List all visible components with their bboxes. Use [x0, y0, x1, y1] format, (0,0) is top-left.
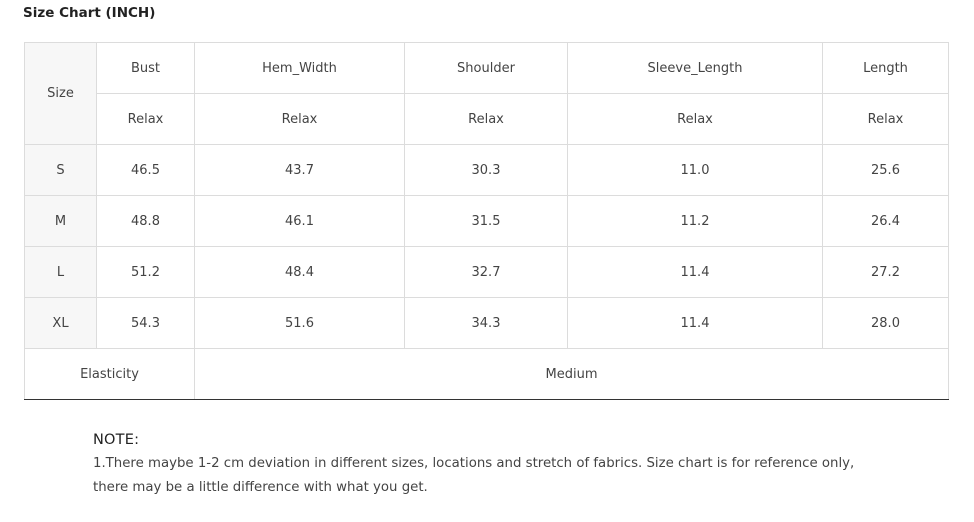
table-cell: 25.6	[822, 144, 949, 196]
note-title: NOTE:	[93, 432, 140, 448]
table-subheader-row: Relax Relax Relax Relax Relax	[25, 93, 949, 145]
subheader-length: Relax	[822, 93, 949, 145]
table-cell: 54.3	[96, 297, 195, 349]
subheader-shoulder: Relax	[404, 93, 568, 145]
size-label: M	[24, 195, 97, 247]
elasticity-value: Medium	[194, 348, 949, 400]
subheader-sleeve-length: Relax	[567, 93, 823, 145]
table-cell: 46.5	[96, 144, 195, 196]
table-cell: 28.0	[822, 297, 949, 349]
table-row: M 48.8 46.1 31.5 11.2 26.4	[24, 195, 949, 247]
table-cell: 11.0	[567, 144, 823, 196]
table-cell: 11.2	[567, 195, 823, 247]
table-cell: 34.3	[404, 297, 568, 349]
column-header-shoulder: Shoulder	[404, 42, 568, 94]
table-header-row: Size Bust Hem_Width Shoulder Sleeve_Leng…	[24, 42, 949, 145]
table-row: L 51.2 48.4 32.7 11.4 27.2	[24, 246, 949, 298]
size-column-header: Size	[24, 42, 97, 145]
size-label: XL	[24, 297, 97, 349]
column-header-length: Length	[822, 42, 949, 94]
table-cell: 11.4	[567, 297, 823, 349]
column-header-sleeve-length: Sleeve_Length	[567, 42, 823, 94]
table-cell: 43.7	[194, 144, 405, 196]
elasticity-row: Elasticity Medium	[24, 348, 949, 400]
elasticity-label: Elasticity	[24, 348, 195, 400]
table-row: XL 54.3 51.6 34.3 11.4 28.0	[24, 297, 949, 349]
subheader-bust: Relax	[96, 93, 195, 145]
size-label: S	[24, 144, 97, 196]
size-label: L	[24, 246, 97, 298]
table-cell: 27.2	[822, 246, 949, 298]
page-title: Size Chart (INCH)	[23, 5, 156, 21]
table-cell: 26.4	[822, 195, 949, 247]
column-header-hem-width: Hem_Width	[194, 42, 405, 94]
table-cell: 32.7	[404, 246, 568, 298]
table-row: S 46.5 43.7 30.3 11.0 25.6	[24, 144, 949, 196]
table-cell: 31.5	[404, 195, 568, 247]
table-cell: 48.8	[96, 195, 195, 247]
note-text: 1.There maybe 1-2 cm deviation in differ…	[93, 456, 855, 495]
size-chart-table: Size Bust Hem_Width Shoulder Sleeve_Leng…	[24, 42, 949, 400]
table-cell: 51.2	[96, 246, 195, 298]
table-cell: 51.6	[194, 297, 405, 349]
table-cell: 46.1	[194, 195, 405, 247]
column-header-bust: Bust	[96, 42, 195, 94]
table-cell: 48.4	[194, 246, 405, 298]
table-cell: 30.3	[404, 144, 568, 196]
subheader-hem-width: Relax	[194, 93, 405, 145]
note-section: NOTE: 1.There maybe 1-2 cm deviation in …	[93, 432, 893, 500]
table-cell: 11.4	[567, 246, 823, 298]
